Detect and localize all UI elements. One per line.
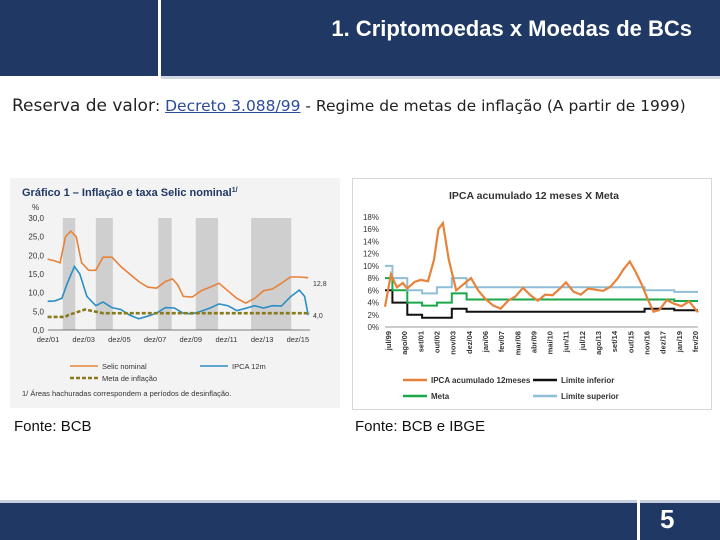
series-line-meta (385, 277, 698, 307)
y-tick-label: 10% (363, 262, 379, 271)
x-tick-label: set/01 (416, 331, 425, 352)
end-label-meta: 4,0 (313, 313, 323, 320)
footer-topline (0, 500, 720, 503)
slide-header: 1. Criptomoedas x Moedas de BCs (0, 0, 720, 79)
chart-1-title: Gráfico 1 – Inflação e taxa Selic nomina… (22, 187, 238, 199)
y-tick-label: 12% (363, 250, 379, 259)
x-tick-label: out/15 (626, 331, 635, 353)
y-tick-label: 5,0 (33, 307, 45, 316)
legend-label: IPCA acumulado 12meses (431, 376, 531, 385)
shaded-period (195, 218, 219, 330)
x-tick-label: nov/16 (643, 331, 652, 355)
x-tick-label: dez/03 (72, 335, 95, 344)
header-underline (161, 76, 720, 79)
x-tick-label: mai/10 (546, 331, 555, 354)
series-line-meta-de-infla-o (47, 308, 310, 319)
chart-1-title-superscript: 1/ (232, 187, 238, 194)
x-tick-label: dez/11 (215, 335, 237, 344)
shaded-period (95, 218, 113, 330)
x-tick-label: ago/00 (400, 331, 409, 355)
subtitle-colon: : (154, 97, 166, 115)
x-tick-label: nov/03 (449, 331, 458, 355)
y-tick-label: 18% (363, 213, 379, 222)
header-left-block (0, 0, 161, 76)
slide-footer: 5 (0, 500, 720, 540)
x-tick-label: jun/11 (562, 331, 571, 353)
subtitle-lead: Reserva de valor (12, 96, 155, 116)
y-tick-label: 30,0 (28, 214, 44, 223)
chart-ipca-meta-svg: IPCA acumulado 12 meses X Meta 18% 16% 14% 1… (363, 190, 700, 401)
series-line-limite-inferior (385, 289, 698, 319)
slide-title: 1. Criptomoedas x Moedas de BCs (331, 16, 692, 41)
source-right: Fonte: BCB e IBGE (355, 418, 486, 435)
y-tick-label: 2% (367, 311, 379, 320)
x-tick-label: jul/99 (384, 331, 393, 351)
chart-inflacao-selic: Gráfico 1 – Inflação e taxa Selic nomina… (10, 178, 340, 408)
shaded-period (251, 218, 292, 330)
subtitle-rest: - Regime de metas de inflação (A partir … (300, 97, 686, 115)
x-tick-label: dez/13 (251, 335, 274, 344)
y-axis-label: % (32, 203, 39, 212)
x-tick-label: ago/13 (594, 331, 603, 355)
series-line-ipca-12m (47, 264, 309, 320)
source-left: Fonte: BCB (14, 418, 92, 435)
legend-label: Meta de inflação (102, 374, 157, 383)
x-tick-label: jan/06 (481, 331, 490, 353)
y-tick-label: 14% (363, 237, 379, 246)
shaded-period (62, 218, 76, 330)
slide-subtitle: Reserva de valor: Decreto 3.088/99 - Reg… (12, 94, 702, 119)
x-tick-label: abr/09 (529, 331, 538, 353)
x-tick-label: jan/19 (675, 331, 684, 353)
legend-label: Selic nominal (102, 362, 147, 371)
x-tick-label: dez/04 (465, 330, 474, 354)
y-tick-label: 4% (367, 299, 379, 308)
decree-link[interactable]: Decreto 3.088/99 (165, 97, 301, 115)
x-tick-label: dez/01 (37, 335, 60, 344)
y-tick-label: 0% (367, 323, 379, 332)
x-tick-label: dez/17 (659, 331, 668, 354)
y-tick-label: 15,0 (28, 270, 44, 279)
x-tick-label: dez/07 (144, 335, 167, 344)
series-line-selic-nominal (47, 229, 309, 305)
legend-label: Meta (431, 392, 450, 401)
y-tick-label: 16% (363, 225, 379, 234)
x-tick-label: out/02 (433, 331, 442, 353)
y-tick-label: 25,0 (28, 233, 44, 242)
y-tick-label: 20,0 (28, 251, 44, 260)
chart-ipca-meta: IPCA acumulado 12 meses X Meta 18% 16% 14% 1… (352, 178, 712, 410)
chart-1-footnote: 1/ Áreas hachuradas correspondem a perío… (22, 389, 231, 398)
series-line-ipca-acumulado-12meses (383, 220, 699, 314)
x-tick-label: fev/20 (691, 331, 700, 352)
end-label-selic: 12,8 (313, 281, 327, 288)
y-tick-label: 0,0 (33, 326, 45, 335)
x-tick-label: dez/15 (287, 335, 310, 344)
y-tick-label: 6% (367, 286, 379, 295)
y-tick-label: 8% (367, 274, 379, 283)
x-tick-label: fev/07 (497, 331, 506, 352)
chart-inflacao-selic-svg: Gráfico 1 – Inflação e taxa Selic nomina… (22, 187, 327, 398)
shaded-period (158, 218, 172, 330)
chart-2-title: IPCA acumulado 12 meses X Meta (449, 190, 619, 202)
series-line-limite-superior (385, 264, 698, 295)
legend-label: Limite inferior (561, 376, 614, 385)
x-tick-label: mar/08 (513, 331, 522, 355)
y-tick-label: 10,0 (28, 289, 44, 298)
page-number: 5 (660, 504, 675, 534)
x-tick-label: set/14 (610, 330, 619, 352)
footer-divider (637, 500, 640, 540)
legend-label: IPCA 12m (232, 362, 266, 371)
legend-label: Limite superior (561, 392, 619, 401)
x-tick-label: dez/09 (180, 335, 203, 344)
x-tick-label: jul/12 (578, 331, 587, 351)
x-tick-label: dez/05 (108, 335, 131, 344)
